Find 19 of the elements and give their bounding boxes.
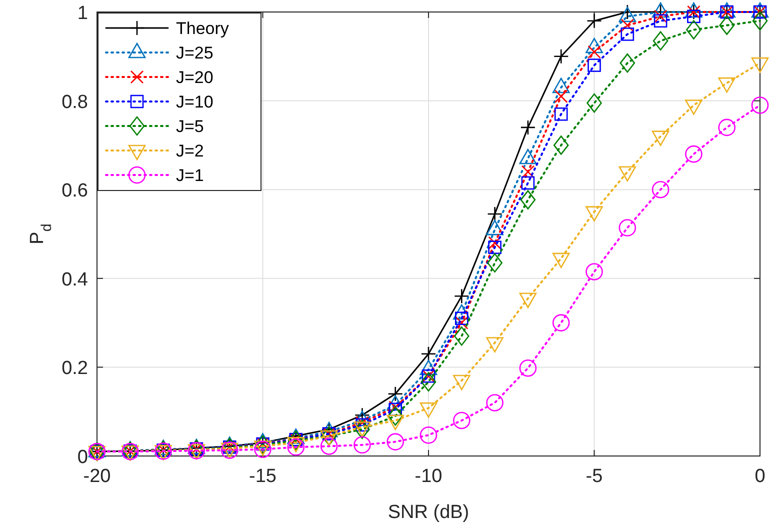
legend-label: J=2 — [176, 142, 204, 160]
y-tick-label: 0.4 — [62, 269, 88, 290]
y-tick-label: 1 — [77, 3, 88, 24]
x-tick-label: -15 — [249, 466, 276, 487]
x-tick-label: -20 — [83, 466, 111, 487]
x-tick-label: 0 — [754, 466, 766, 487]
y-tick-label: 0.8 — [62, 92, 88, 113]
y-tick-label: 0.6 — [62, 180, 88, 202]
legend-label: J=20 — [176, 68, 214, 87]
x-tick-label: -10 — [414, 466, 442, 487]
legend-label: Theory — [176, 19, 230, 38]
legend-label: J=1 — [176, 166, 204, 185]
legend-label: J=10 — [176, 92, 214, 112]
x-axis-title: SNR (dB) — [388, 502, 470, 523]
x-tick-label: -5 — [586, 466, 603, 487]
legend-label: J=25 — [176, 44, 214, 62]
legend-label: J=5 — [176, 117, 204, 136]
y-tick-label: 0.2 — [62, 358, 88, 380]
y-tick-label: 0 — [77, 447, 88, 468]
